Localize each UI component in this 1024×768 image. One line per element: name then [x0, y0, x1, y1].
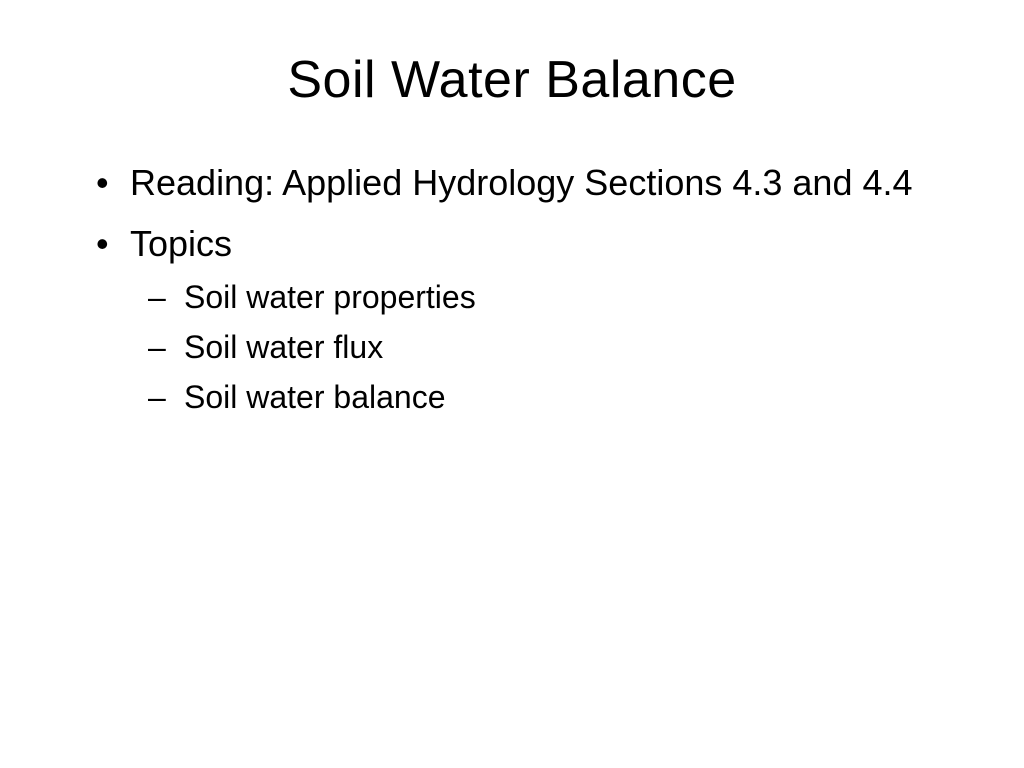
- sub-bullet-text: Soil water flux: [184, 329, 383, 365]
- slide: Soil Water Balance Reading: Applied Hydr…: [0, 0, 1024, 768]
- sub-bullet-text: Soil water properties: [184, 279, 476, 315]
- sub-bullet-item: Soil water flux: [130, 324, 934, 370]
- bullet-item: Reading: Applied Hydrology Sections 4.3 …: [90, 160, 934, 207]
- sub-bullet-item: Soil water properties: [130, 274, 934, 320]
- bullet-text: Reading: Applied Hydrology Sections 4.3 …: [130, 162, 913, 203]
- sub-bullet-list: Soil water properties Soil water flux So…: [130, 274, 934, 421]
- slide-title: Soil Water Balance: [90, 50, 934, 110]
- sub-bullet-item: Soil water balance: [130, 374, 934, 420]
- bullet-text: Topics: [130, 223, 232, 264]
- bullet-list: Reading: Applied Hydrology Sections 4.3 …: [90, 160, 934, 421]
- bullet-item: Topics Soil water properties Soil water …: [90, 221, 934, 421]
- sub-bullet-text: Soil water balance: [184, 379, 445, 415]
